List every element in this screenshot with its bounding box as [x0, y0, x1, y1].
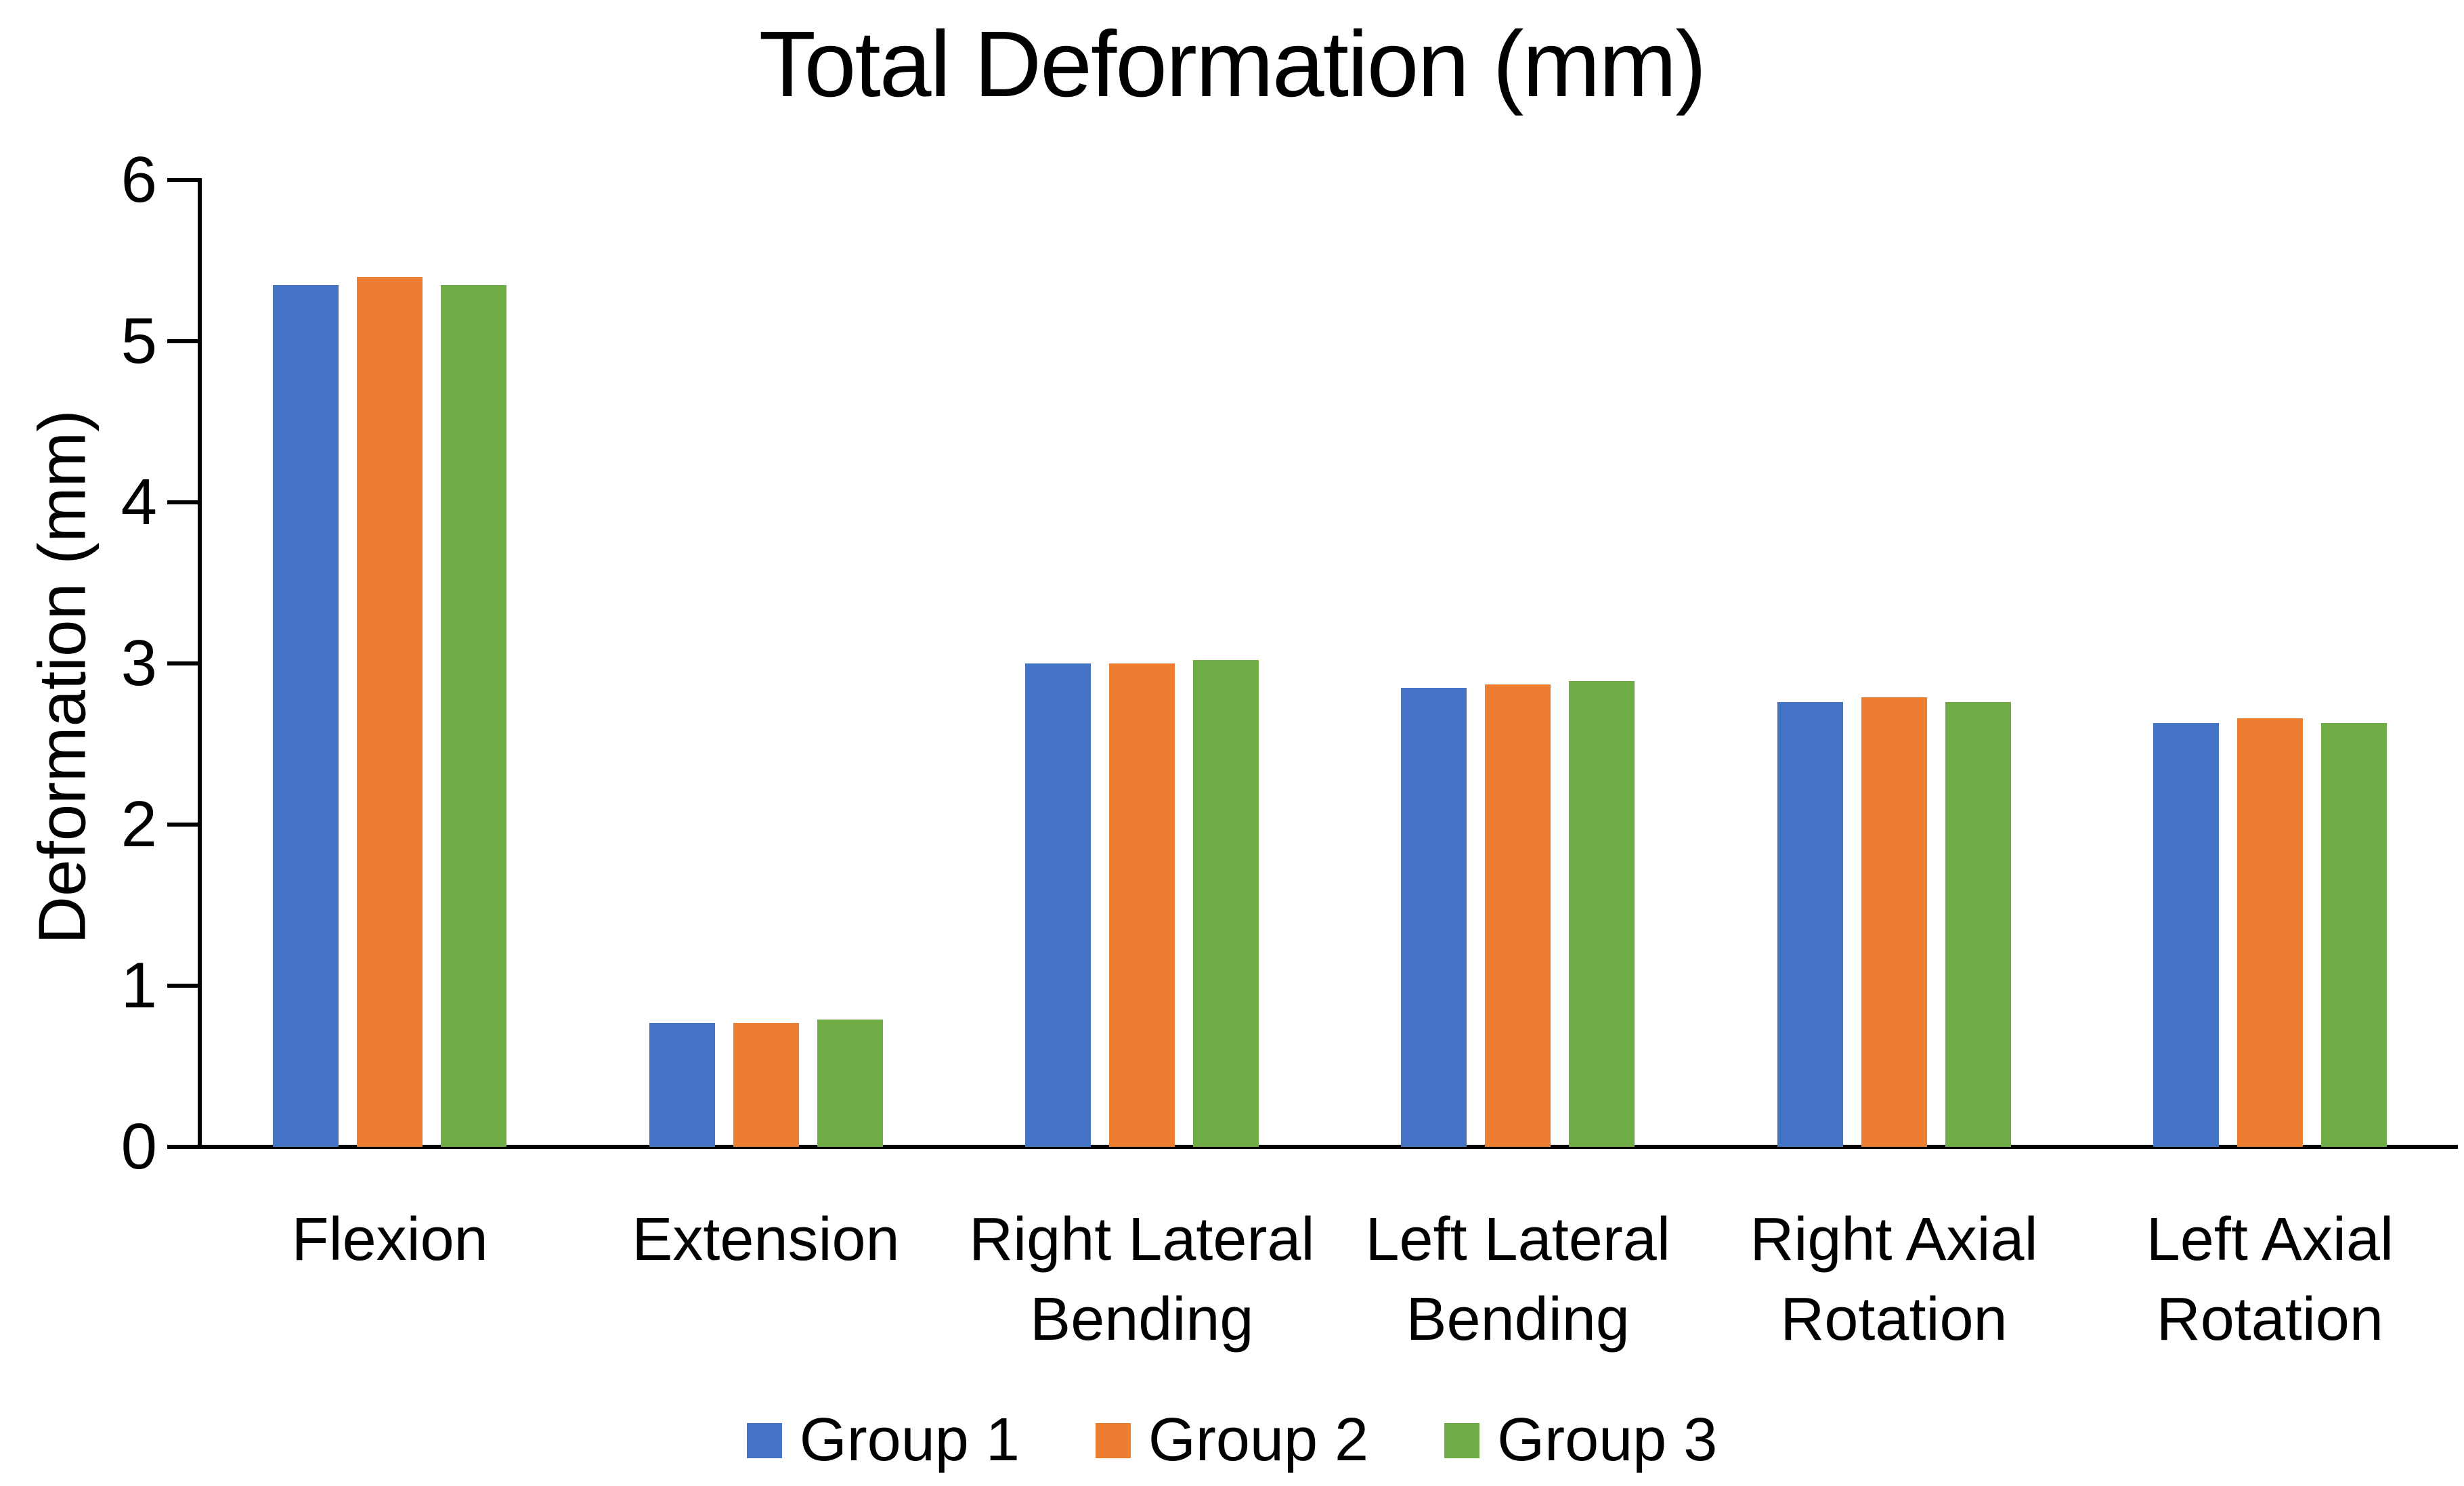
y-tick-mark — [167, 661, 198, 665]
y-tick-mark — [167, 1145, 198, 1149]
legend-swatch-icon — [746, 1422, 782, 1458]
x-category-label-line: Bending — [1406, 1286, 1630, 1353]
legend-label: Group 1 — [799, 1406, 1020, 1474]
bar-group1-2 — [1024, 663, 1091, 1147]
x-category-label: Left Axial Rotation — [2082, 1200, 2458, 1359]
x-category-label: Extension — [578, 1200, 953, 1280]
y-tick-label: 1 — [121, 949, 157, 1022]
y-tick-mark — [167, 500, 198, 504]
legend-item: Group 1 — [746, 1405, 1020, 1475]
legend: Group 1 Group 2 Group 3 — [0, 1405, 2464, 1475]
bar-group1-1 — [649, 1022, 715, 1147]
bar-group3-3 — [1569, 681, 1635, 1147]
x-category-label-line: Left Axial — [2146, 1206, 2394, 1273]
x-category-label-line: Rotation — [2156, 1286, 2383, 1353]
legend-label: Group 3 — [1497, 1406, 1718, 1474]
bar-group3-0 — [441, 284, 507, 1147]
bar-group1-3 — [1401, 687, 1467, 1147]
bar-group1-4 — [1777, 702, 1843, 1147]
legend-label: Group 2 — [1148, 1406, 1369, 1474]
y-tick-label: 2 — [121, 788, 157, 860]
chart-title: Total Deformation (mm) — [758, 12, 1707, 116]
legend-item: Group 3 — [1444, 1405, 1717, 1475]
y-tick-mark — [167, 178, 198, 182]
bar-group2-1 — [733, 1022, 799, 1147]
x-category-label-line: Right Lateral — [969, 1206, 1315, 1273]
bar-group3-4 — [1945, 702, 2011, 1147]
x-category-label: Left Lateral Bending — [1330, 1200, 1706, 1359]
bar-group2-5 — [2236, 718, 2303, 1147]
x-category-label-line: Flexion — [291, 1206, 488, 1273]
x-category-label-line: Right Axial — [1750, 1206, 2038, 1273]
x-category-label: Flexion — [202, 1200, 578, 1280]
bar-group2-3 — [1485, 684, 1551, 1147]
x-category-label-line: Bending — [1030, 1286, 1254, 1353]
legend-item: Group 2 — [1095, 1405, 1369, 1475]
x-category-label-line: Extension — [632, 1206, 900, 1273]
legend-swatch-icon — [1444, 1422, 1480, 1458]
y-tick-mark — [167, 984, 198, 988]
x-category-label-line: Left Lateral — [1365, 1206, 1670, 1273]
bar-group1-0 — [273, 284, 339, 1147]
y-tick-label: 3 — [121, 627, 157, 699]
x-category-label: Right Axial Rotation — [1706, 1200, 2081, 1359]
bar-group3-5 — [2320, 723, 2387, 1147]
y-tick-label: 6 — [121, 144, 157, 216]
bar-group2-4 — [1861, 697, 1927, 1147]
bar-group2-2 — [1108, 663, 1175, 1147]
y-tick-mark — [167, 823, 198, 827]
y-tick-label: 4 — [121, 466, 157, 538]
x-category-label: Right Lateral Bending — [954, 1200, 1330, 1359]
bar-group3-2 — [1192, 660, 1259, 1147]
bar-group1-5 — [2153, 723, 2219, 1147]
legend-swatch-icon — [1095, 1422, 1131, 1458]
bar-group3-1 — [817, 1019, 883, 1147]
x-category-label-line: Rotation — [1780, 1286, 2008, 1353]
bar-group2-0 — [357, 276, 423, 1147]
y-tick-label: 5 — [121, 305, 157, 377]
x-axis-line — [198, 1145, 2458, 1149]
y-axis-line — [198, 178, 202, 1149]
y-tick-mark — [167, 339, 198, 343]
y-tick-label: 0 — [121, 1110, 157, 1183]
